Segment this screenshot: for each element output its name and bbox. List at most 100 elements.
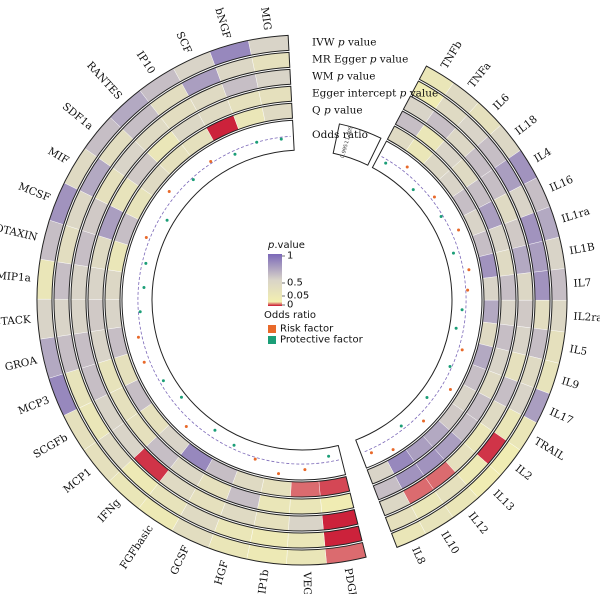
category-label-il9: IL9	[560, 375, 581, 392]
cell-ivw-il2ra	[549, 300, 568, 333]
cell-intercept-vegf	[289, 497, 323, 515]
or-point-il1ra	[451, 251, 455, 255]
category-label-bngf: bNGF	[212, 7, 232, 41]
or-point-il10	[391, 448, 395, 452]
legend-or-title: Odds ratio	[264, 310, 316, 321]
ring-label-1: MR Egger p value	[312, 54, 408, 66]
or-point-il6	[411, 188, 415, 192]
or-point-il17	[448, 364, 452, 368]
category-label-il5: IL5	[568, 343, 588, 358]
cell-intercept-il5	[494, 323, 515, 352]
ring-border-egger-right	[384, 80, 551, 533]
category-label-mcsf: MCSF	[16, 181, 51, 205]
category-label-mip1b: MIP1b	[255, 568, 272, 594]
ring-border-ivw-right	[390, 65, 568, 549]
cell-intercept-il7	[499, 274, 517, 301]
category-label-il1ra: IL1ra	[560, 205, 591, 225]
or-point-pdgfbb	[327, 454, 331, 458]
category-label-scgfb: SCGFb	[31, 432, 70, 461]
cell-wm-il2ra	[516, 299, 534, 329]
ring-label-3: Egger intercept p value	[312, 88, 438, 100]
category-label-il18: IL18	[513, 113, 540, 138]
or-point-ip10	[209, 159, 213, 163]
or-reference-line-left	[137, 135, 339, 465]
or-point-bngf	[255, 140, 259, 144]
category-label-il6: IL6	[491, 91, 512, 112]
legend-title: p.value	[267, 240, 305, 251]
cell-intercept-il1b	[495, 248, 515, 277]
ring-border-q-left	[104, 102, 351, 498]
category-label-il2ra: IL2ra	[573, 311, 600, 325]
or-point-tnfb	[384, 161, 388, 165]
cell-egger-il2ra	[533, 300, 551, 331]
category-label-mif: MIF	[46, 145, 71, 167]
ring-border-intercept-left	[87, 85, 355, 515]
ring-label-0: IVW p value	[312, 37, 376, 49]
or-point-il2	[425, 396, 429, 400]
cell-q-il7	[482, 276, 500, 301]
ring-border-q-right	[366, 125, 500, 485]
legend-tick-0: 1	[287, 251, 293, 262]
category-label-ctack: CTACK	[0, 314, 31, 329]
or-point-il12	[399, 424, 403, 428]
or-axis-track	[332, 123, 382, 166]
legend-or-item-1: Protective factor	[280, 335, 364, 346]
or-point-hgf	[253, 457, 257, 461]
category-label-trail: TRAIL	[532, 435, 567, 463]
or-point-scgfb	[161, 379, 165, 383]
cell-q-il2ra	[482, 299, 500, 325]
legend-tick-3: 0	[287, 300, 293, 311]
category-label-il7: IL7	[573, 277, 591, 290]
category-label-il1b: IL1B	[569, 241, 597, 257]
legend-color-bar	[268, 254, 282, 306]
or-point-mcp3	[142, 360, 146, 364]
category-label-il10: IL10	[438, 529, 461, 556]
category-label-il13: IL13	[491, 488, 517, 514]
ring-border-ivw-left	[36, 34, 367, 566]
category-label-il17: IL17	[548, 406, 575, 427]
cell-egger-vegf	[287, 531, 326, 549]
ring-labels: IVW p value MR Egger p value WM p value Egg…	[312, 37, 438, 142]
category-label-hgf: HGF	[213, 559, 232, 586]
cell-wm-il7	[516, 272, 534, 301]
category-label-scf: SCF	[173, 30, 193, 55]
ring-border-intercept-right	[372, 110, 517, 501]
or-axis-tick-2: 1.005	[345, 126, 355, 141]
cell-egger-il7	[533, 270, 551, 301]
or-axis-tick-0: 0.995	[340, 143, 350, 158]
category-label-gcsf: GCSF	[168, 544, 192, 577]
category-label-groa: GROA	[4, 355, 39, 374]
heatmap-rings: 0.995 1 1.005	[36, 34, 568, 566]
or-point-il9	[460, 348, 464, 352]
category-label-il8: IL8	[409, 545, 427, 566]
or-point-mcp1	[179, 395, 183, 399]
legend-or-swatch-0	[268, 325, 276, 333]
category-label-il2: IL2	[513, 463, 534, 483]
ring-label-2: WM p value	[312, 71, 376, 83]
cell-intercept-il2ra	[499, 299, 517, 327]
category-label-tnfb: TNFb	[439, 39, 465, 71]
category-label-pdgfbb: PDGFbb	[342, 567, 361, 594]
category-label-tnfa: TNFa	[466, 60, 493, 90]
or-point-il2ra	[460, 308, 464, 312]
cell-ivw-il7	[549, 268, 568, 301]
category-label-il16: IL16	[548, 173, 576, 194]
or-point-scf	[233, 152, 237, 156]
or-track-right	[355, 140, 483, 469]
or-point-il8	[369, 451, 373, 455]
or-point-eotaxin	[144, 261, 148, 265]
category-label-ifng: IFNg	[96, 497, 123, 525]
category-label-mcp3: MCP3	[17, 394, 52, 417]
or-point-mig	[279, 137, 283, 141]
category-label-mcp1: MCP1	[61, 466, 94, 496]
or-point-il5	[454, 326, 458, 330]
or-point-groa	[136, 335, 140, 339]
or-point-trail	[448, 387, 452, 391]
or-point-il4	[439, 215, 443, 219]
or-point-il13	[422, 419, 426, 423]
cell-wm-vegf	[288, 514, 324, 532]
ring-border-egger-left	[53, 51, 363, 549]
legend-tick-1: 0.5	[287, 278, 303, 289]
